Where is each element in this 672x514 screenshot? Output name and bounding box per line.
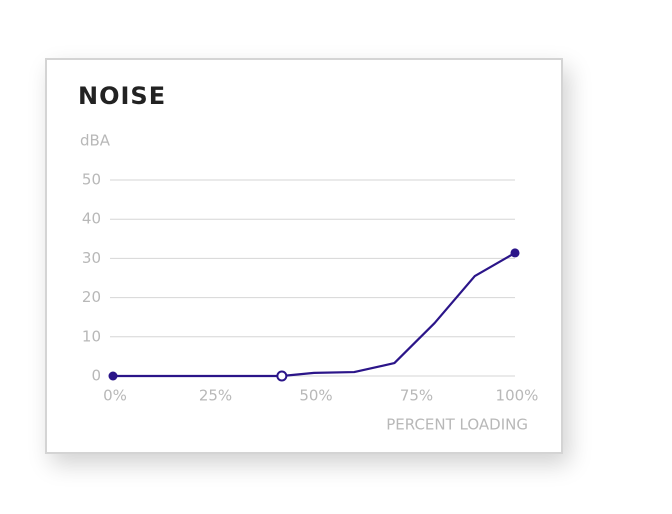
- point-marker: [108, 371, 118, 381]
- x-tick-label: 50%: [299, 387, 332, 405]
- chart-title: NOISE: [78, 82, 166, 110]
- y-tick-label: 40: [82, 210, 101, 228]
- x-tick-label: 75%: [400, 387, 433, 405]
- y-tick-label: 10: [82, 327, 101, 345]
- y-axis-label: dBA: [80, 132, 111, 150]
- point-marker: [510, 248, 520, 258]
- card: [45, 58, 563, 454]
- x-axis-label: PERCENT LOADING: [386, 416, 528, 434]
- y-tick-label: 20: [82, 288, 101, 306]
- x-tick-label: 25%: [199, 387, 232, 405]
- y-tick-label: 0: [91, 367, 101, 385]
- open-point-marker: [276, 370, 288, 382]
- y-tick-label: 50: [82, 171, 101, 189]
- data-line: [113, 251, 516, 378]
- x-tick-label: 100%: [496, 387, 539, 405]
- x-tick-label: 0%: [103, 387, 127, 405]
- y-tick-label: 30: [82, 249, 101, 267]
